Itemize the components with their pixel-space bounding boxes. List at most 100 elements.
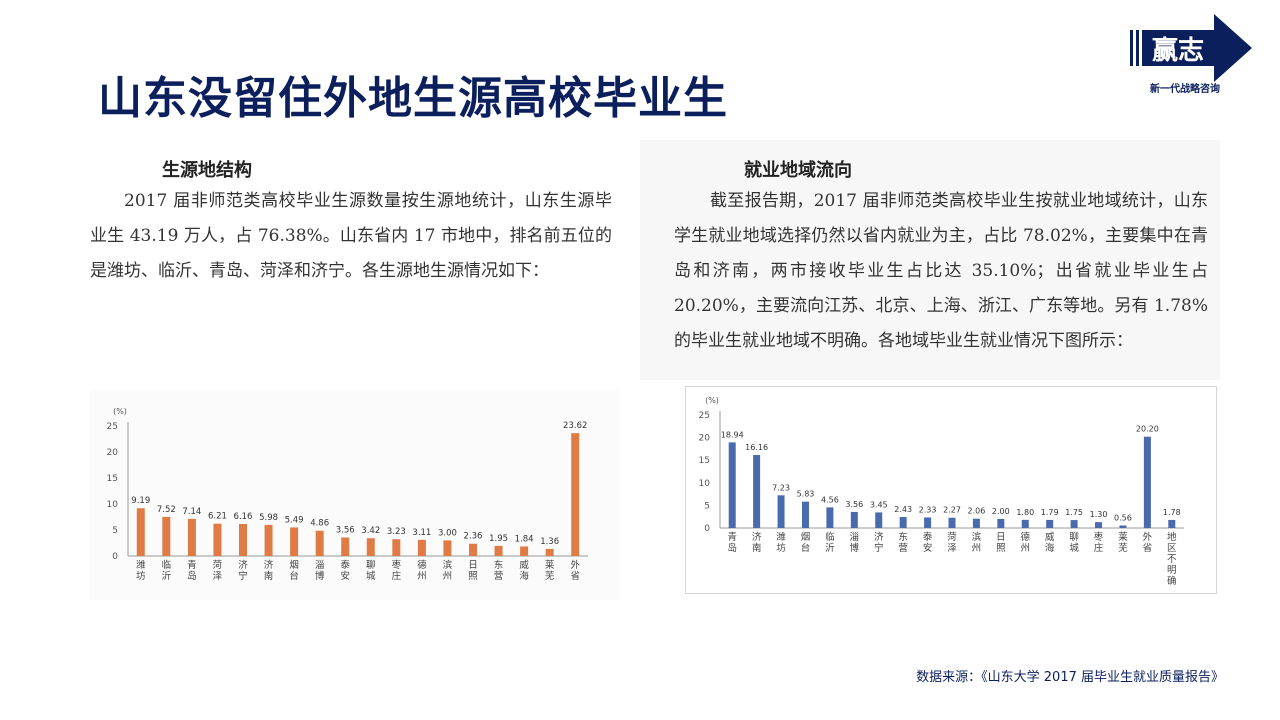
x-tick-label: 泰 — [923, 531, 933, 543]
x-tick-label: 东 — [494, 559, 504, 571]
x-tick-label: 枣 — [1094, 532, 1104, 543]
bar — [875, 512, 883, 528]
bar — [239, 523, 247, 556]
x-tick-label: 济 — [874, 531, 884, 543]
x-tick-label: 坊 — [776, 542, 786, 554]
x-tick-label: 滨 — [972, 531, 982, 543]
bar — [264, 524, 273, 556]
bar — [1095, 522, 1103, 528]
x-tick-label: 济 — [264, 559, 274, 571]
x-tick-label: 外 — [570, 559, 580, 571]
data-label: 2.36 — [464, 532, 483, 542]
bar — [972, 518, 980, 528]
x-tick-label: 临 — [162, 559, 172, 571]
x-tick-label: 博 — [315, 570, 325, 582]
y-unit-label: (%) — [705, 396, 719, 405]
data-source-note: 数据来源：《山东大学 2017 届毕业生就业质量报告》 — [916, 670, 1224, 685]
x-tick-label: 确 — [1167, 575, 1177, 587]
x-tick-label: 聊 — [1069, 531, 1079, 543]
x-tick-label: 济 — [752, 531, 762, 543]
x-tick-label: 宁 — [874, 542, 884, 554]
x-tick-label: 州 — [417, 571, 427, 582]
data-label: 18.94 — [721, 430, 744, 439]
data-label: 3.42 — [361, 526, 380, 536]
x-tick-label: 莱 — [1118, 531, 1128, 543]
bar — [753, 454, 761, 528]
bar — [494, 545, 503, 556]
y-tick-label: 25 — [699, 411, 710, 421]
y-tick-label: 15 — [107, 474, 118, 484]
x-tick-label: 济 — [238, 559, 248, 571]
x-tick-label: 城 — [366, 571, 376, 582]
bar — [187, 518, 196, 556]
bar — [136, 508, 145, 556]
logo-text: 赢志 — [1152, 35, 1204, 66]
x-tick-label: 安 — [340, 570, 350, 582]
bar — [899, 517, 907, 528]
x-tick-label: 泽 — [947, 543, 957, 554]
x-tick-label: 庄 — [392, 570, 402, 582]
y-tick-label: 10 — [699, 479, 711, 489]
bar — [545, 548, 554, 556]
bar — [1168, 519, 1176, 528]
data-label: 3.23 — [387, 527, 406, 537]
data-label: 1.80 — [1016, 508, 1034, 517]
bar — [777, 495, 785, 528]
logo-stripe — [1136, 30, 1139, 66]
bar — [366, 538, 375, 556]
employment-region-chart-svg: (%) 0 5 10 15 20 25 18.94 青岛 16.16 济南 7.23 潍坊 5.83 烟台 4… — [699, 396, 1184, 587]
bar — [162, 516, 171, 556]
x-tick-label: 不 — [1167, 554, 1177, 565]
bar — [315, 530, 324, 556]
bar — [1021, 519, 1029, 528]
logo-stripe — [1130, 30, 1133, 66]
y-tick-label: 0 — [112, 552, 118, 562]
x-tick-label: 日 — [468, 560, 478, 571]
bar — [850, 511, 858, 528]
data-label: 1.95 — [489, 534, 508, 544]
y-tick-label: 5 — [704, 501, 710, 511]
x-tick-label: 宁 — [238, 570, 248, 582]
x-tick-label: 州 — [443, 571, 453, 582]
data-label: 7.52 — [157, 505, 176, 515]
x-tick-label: 临 — [825, 531, 835, 543]
left-section-heading: 生源地结构 — [162, 160, 252, 181]
x-tick-label: 青 — [187, 559, 197, 571]
data-label: 1.75 — [1065, 508, 1083, 517]
data-label: 3.45 — [870, 500, 888, 509]
x-tick-label: 威 — [519, 559, 529, 571]
x-tick-label: 州 — [1021, 543, 1031, 554]
x-tick-label: 营 — [494, 570, 504, 582]
bar — [290, 527, 299, 556]
x-tick-label: 南 — [752, 542, 762, 554]
x-tick-label: 德 — [1021, 531, 1031, 543]
y-tick-label: 20 — [107, 448, 119, 458]
y-tick-label: 0 — [704, 524, 710, 534]
data-label: 2.43 — [894, 505, 912, 514]
data-label: 5.83 — [797, 490, 815, 499]
right-text-panel: 就业地域流向 截至报告期，2017 届非师范类高校毕业生按就业地域统计，山东学生… — [640, 140, 1220, 380]
data-label: 3.56 — [845, 500, 863, 509]
bar — [997, 518, 1005, 528]
data-label: 3.00 — [438, 528, 457, 538]
x-tick-label: 烟 — [801, 531, 811, 543]
x-tick-label: 地 — [1167, 531, 1177, 543]
x-tick-label: 泽 — [213, 571, 223, 582]
bar — [801, 501, 809, 528]
y-tick-label: 15 — [699, 456, 710, 466]
data-label: 7.23 — [772, 483, 790, 492]
x-tick-label: 泰 — [340, 559, 350, 571]
data-label: 23.62 — [563, 421, 587, 431]
bar — [1070, 520, 1078, 528]
bar — [341, 537, 350, 556]
x-tick-label: 州 — [972, 543, 982, 554]
y-unit-label: (%) — [113, 407, 127, 416]
x-tick-label: 聊 — [366, 559, 376, 571]
data-label: 16.16 — [745, 443, 768, 452]
logo-subtitle: 新一代战略咨询 — [1150, 84, 1220, 95]
x-tick-label: 青 — [727, 531, 737, 543]
x-tick-label: 城 — [1069, 543, 1079, 554]
data-label: 4.86 — [310, 519, 329, 529]
x-tick-label: 省 — [570, 570, 580, 582]
y-tick-label: 25 — [107, 422, 118, 432]
